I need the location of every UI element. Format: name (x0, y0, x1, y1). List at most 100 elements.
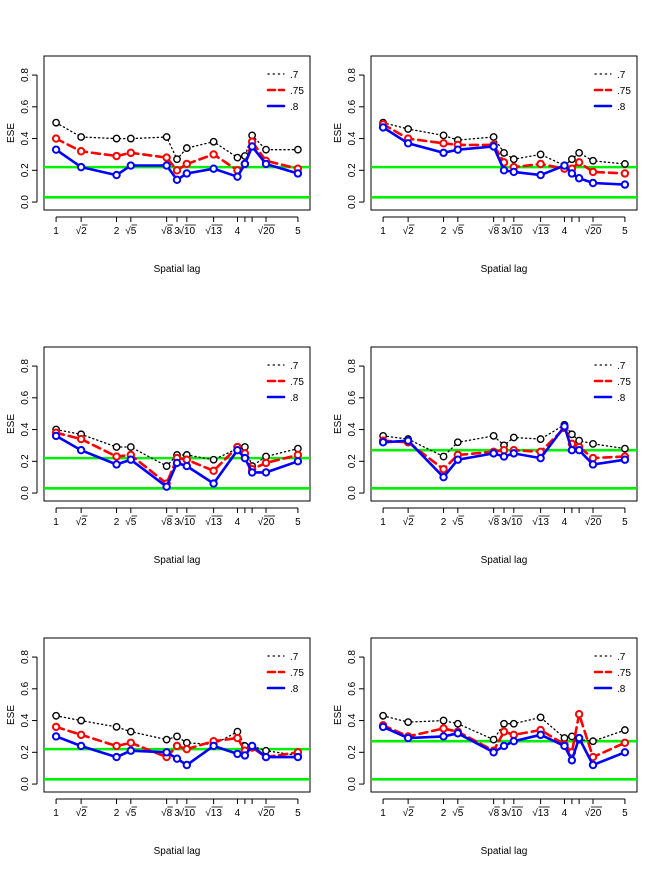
data-point (182, 144, 191, 152)
x-tick-label: 2 (441, 808, 447, 819)
data-point (112, 151, 121, 161)
y-tick-label: 0.8 (347, 359, 358, 373)
x-tick-label: √20 (585, 516, 602, 528)
data-point (172, 741, 182, 751)
y-tick-label: 0.0 (20, 777, 31, 791)
data-point (499, 166, 509, 175)
data-point (172, 175, 182, 185)
x-tick-label: √5 (125, 225, 136, 237)
y-tick-label: 0.8 (20, 359, 31, 373)
data-point (575, 148, 584, 157)
data-point (567, 155, 576, 164)
legend-label: .8 (290, 393, 299, 404)
y-tick-label: 0.0 (20, 195, 31, 209)
x-tick-label: 4 (235, 517, 241, 528)
x-tick-label: √10 (505, 225, 522, 237)
data-point (209, 741, 218, 751)
data-point (499, 727, 509, 736)
x-tick-label: √5 (452, 807, 463, 819)
data-point (126, 738, 136, 747)
y-tick-label: 0.2 (347, 745, 358, 759)
chart-panel-row2-left: 0.0 0.2 0.4 0.6 0.8 ESE 1 √2 2 √5 √8 3√10 √13 4 √20 5 Sp… (6, 346, 311, 566)
plot-frame (370, 346, 638, 502)
y-tick-label: 0.8 (20, 68, 31, 82)
data-point (574, 445, 584, 455)
data-point (172, 458, 182, 468)
data-point (126, 134, 135, 143)
x-tick-label: √8 (161, 225, 172, 237)
y-tick-label: 0.8 (20, 650, 31, 664)
legend-label: .7 (290, 361, 299, 372)
data-point (162, 153, 171, 162)
y-tick-label: 0.6 (347, 390, 358, 404)
y-tick-label: 0.4 (347, 131, 358, 145)
x-tick-label: √20 (585, 225, 602, 237)
data-point (162, 735, 171, 744)
data-point (439, 131, 448, 140)
x-tick-label: √2 (76, 516, 87, 528)
plot-frame (43, 637, 311, 793)
data-point (293, 169, 303, 178)
x-tick-label: 2 (441, 517, 447, 528)
legend-label: .8 (290, 102, 299, 113)
x-tick-label: 2 (114, 226, 120, 237)
data-point (182, 744, 192, 754)
data-point (489, 735, 498, 744)
data-point (499, 741, 509, 751)
x-tick-label: √13 (205, 807, 222, 819)
data-point (294, 145, 302, 154)
series-line-p75 (54, 137, 300, 173)
data-point (439, 724, 448, 733)
data-point (439, 472, 448, 482)
data-point (173, 732, 181, 741)
data-point (404, 718, 413, 727)
data-point (589, 156, 597, 165)
data-point (453, 455, 463, 464)
x-tick-label: √13 (532, 807, 549, 819)
x-tick-label: √8 (488, 225, 499, 237)
x-tick-label: √10 (505, 516, 522, 528)
data-point (77, 133, 86, 141)
x-tick-label: √8 (161, 516, 172, 528)
data-point (536, 159, 545, 169)
data-point (378, 438, 388, 447)
y-tick-label: 0.6 (347, 681, 358, 695)
x-tick-label: √20 (258, 516, 275, 528)
data-point (233, 749, 242, 759)
data-point (112, 452, 121, 461)
data-point (574, 733, 584, 743)
data-point (620, 169, 630, 178)
y-axis-label: ESE (333, 414, 344, 434)
x-tick-label: √2 (403, 516, 414, 528)
data-point (209, 479, 218, 488)
data-point (182, 760, 192, 770)
x-axis-label: Spatial lag (481, 846, 528, 857)
y-tick-label: 0.4 (20, 422, 31, 436)
data-point (439, 732, 448, 741)
data-point (588, 760, 598, 770)
data-point (567, 756, 577, 765)
x-tick-label: √10 (178, 225, 195, 237)
chart-panel-row3-right: 0.0 0.2 0.4 0.6 0.8 ESE 1 √2 2 √5 √8 3√10 √13 4 √20 5 Sp… (333, 637, 638, 857)
data-point (209, 455, 218, 464)
y-tick-label: 0.0 (20, 486, 31, 500)
data-point (588, 178, 598, 188)
data-point (182, 461, 192, 471)
data-point (567, 169, 577, 178)
x-tick-label: 1 (380, 517, 386, 528)
data-point (509, 449, 519, 458)
legend-label: .8 (617, 393, 626, 404)
plot-frame (370, 637, 638, 793)
data-point (620, 738, 630, 747)
y-tick-label: 0.4 (347, 713, 358, 727)
x-tick-label: √10 (178, 807, 195, 819)
x-tick-label: √5 (452, 225, 463, 237)
chart-panel-row1-right: 0.0 0.2 0.4 0.6 0.8 ESE 1 √2 2 √5 √8 3√10 √13 4 √20 5 Sp… (333, 55, 638, 275)
data-point (112, 170, 121, 180)
data-point (560, 161, 569, 170)
data-point (76, 730, 86, 740)
legend-label: .75 (617, 377, 631, 388)
data-point (489, 133, 498, 141)
data-point (403, 436, 413, 445)
